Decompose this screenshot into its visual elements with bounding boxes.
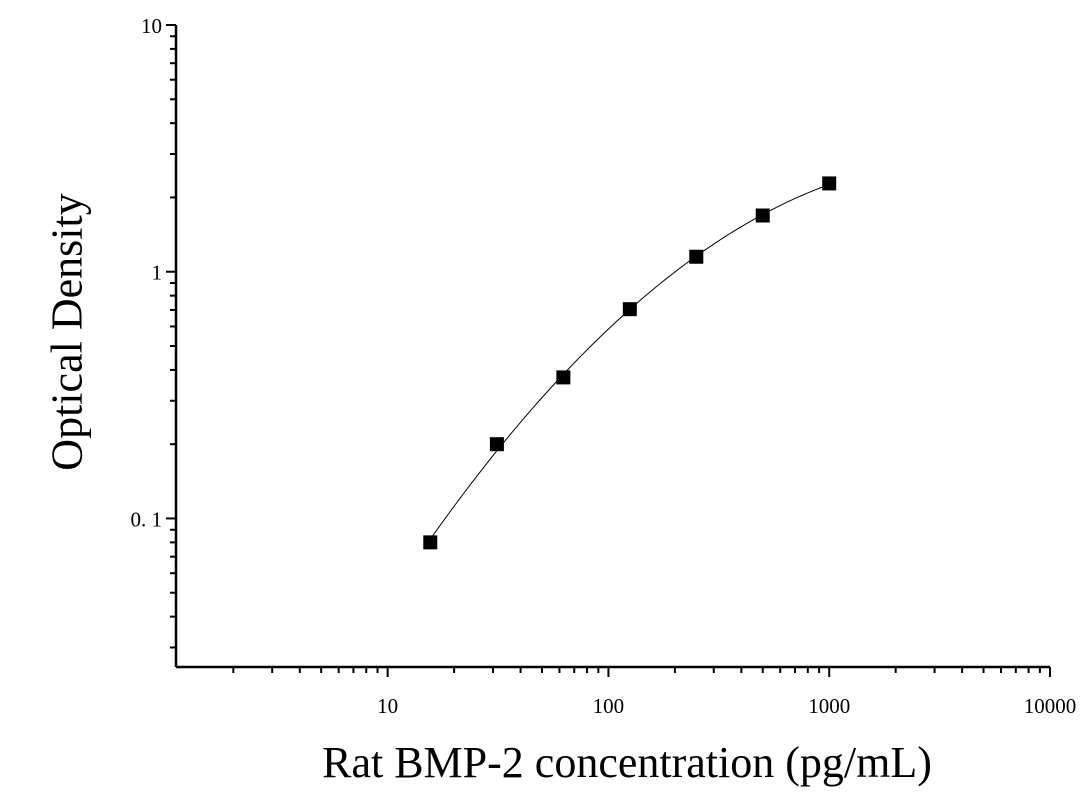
x-axis-title: Rat BMP-2 concentration (pg/mL): [322, 738, 932, 787]
fit-curve: [429, 184, 830, 540]
x-tick-label: 100: [593, 694, 625, 718]
x-tick-label: 10: [377, 694, 398, 718]
y-tick-label: 10: [141, 14, 162, 38]
y-ticks: [166, 24, 176, 649]
x-tick-label: 10000: [1024, 694, 1077, 718]
y-tick-label: 1: [152, 261, 163, 285]
data-point: [423, 535, 438, 550]
y-axis-title: Optical Density: [42, 193, 91, 470]
data-point: [689, 249, 704, 264]
data-point: [556, 370, 571, 385]
data-point: [489, 437, 504, 452]
data-points: [423, 176, 837, 550]
data-point: [622, 302, 637, 317]
x-ticks: [232, 667, 1051, 677]
data-point: [822, 176, 837, 191]
axes: [166, 24, 1051, 677]
x-tick-label: 1000: [808, 694, 850, 718]
data-point: [755, 208, 770, 223]
y-tick-label: 0. 1: [131, 507, 163, 531]
